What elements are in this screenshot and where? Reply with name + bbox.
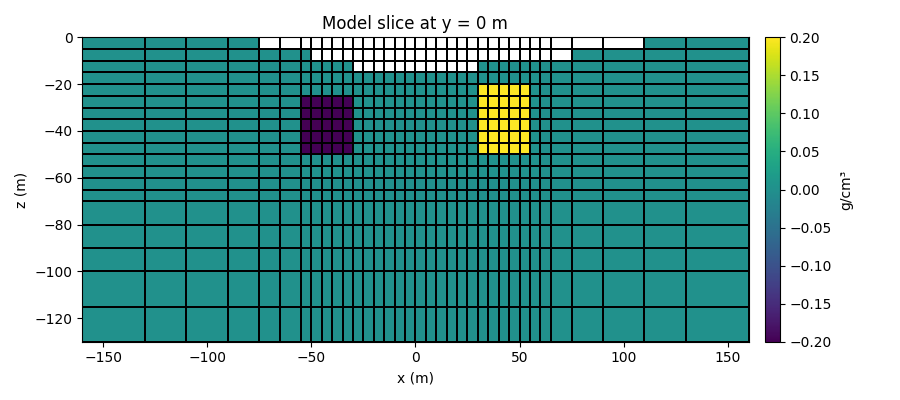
Y-axis label: g/cm³: g/cm³ [839,170,853,210]
Title: Model slice at y = 0 m: Model slice at y = 0 m [322,15,508,33]
Y-axis label: z (m): z (m) [15,172,29,208]
X-axis label: x (m): x (m) [397,371,434,385]
